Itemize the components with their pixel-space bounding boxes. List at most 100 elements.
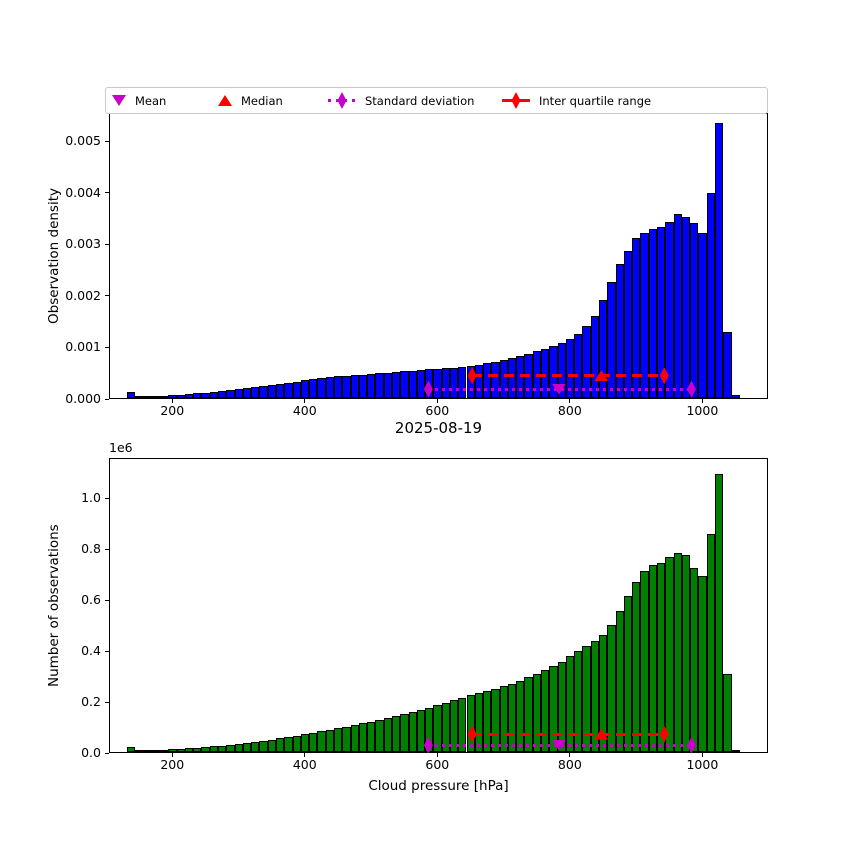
histogram-bar	[292, 735, 301, 752]
y-axis-tick	[105, 243, 109, 245]
histogram-bar	[416, 709, 426, 752]
histogram-bar	[565, 338, 575, 398]
y-tick-label: 0.003	[65, 236, 101, 252]
histogram-bar	[416, 369, 426, 398]
histogram-bar	[723, 332, 732, 398]
histogram-bar	[524, 677, 533, 752]
histogram-bar	[226, 389, 235, 398]
x-tick-label: 800	[557, 403, 582, 418]
histogram-bar	[333, 376, 343, 398]
histogram-bar	[541, 669, 550, 752]
histogram-bar	[168, 749, 177, 752]
y-axis-tick	[105, 192, 109, 194]
x-axis-tick	[304, 753, 306, 757]
histogram-bar	[623, 251, 633, 398]
histogram-bar	[267, 739, 276, 752]
histogram-bar	[673, 214, 682, 398]
histogram-bar	[209, 391, 218, 398]
histogram-bar	[623, 596, 633, 752]
histogram-bar	[449, 367, 459, 398]
histogram-bar	[458, 366, 467, 398]
x-tick-label: 800	[557, 757, 582, 772]
y-axis-tick	[105, 650, 109, 652]
histogram-bar	[507, 683, 517, 752]
histogram-bar	[242, 387, 252, 398]
histogram-bar	[449, 700, 459, 752]
histogram-bar	[317, 378, 326, 398]
mean-marker	[551, 739, 566, 751]
iqr-line	[472, 732, 665, 736]
y-axis-tick	[105, 497, 109, 499]
histogram-bar	[259, 385, 268, 398]
histogram-bar	[234, 388, 243, 398]
legend-label-median: Median	[241, 93, 283, 108]
median-marker	[594, 728, 609, 740]
histogram-bar	[657, 562, 666, 752]
y-axis-tick	[105, 599, 109, 601]
histogram-bar	[681, 554, 691, 752]
histogram-bar	[516, 680, 525, 752]
histogram-bar	[499, 686, 508, 752]
x-axis-tick	[171, 399, 173, 403]
histogram-bar	[441, 702, 450, 752]
y-tick-label: 0.0	[81, 745, 101, 760]
histogram-bar	[284, 382, 293, 398]
y-axis-tick	[105, 140, 109, 142]
histogram-bar	[549, 666, 558, 752]
histogram-bar	[151, 396, 161, 398]
std-marker-icon	[328, 92, 356, 109]
histogram-bar	[160, 749, 169, 752]
histogram-bar	[168, 395, 177, 398]
histogram-bar	[201, 392, 210, 398]
histogram-bar	[599, 300, 608, 398]
y-tick-label: 0.6	[81, 592, 101, 608]
histogram-bar	[251, 741, 260, 752]
histogram-bar	[275, 738, 285, 752]
y-tick-label: 0.2	[81, 694, 101, 709]
y-tick-label: 0.000	[65, 391, 101, 406]
histogram-bar	[193, 393, 202, 398]
histogram-bar	[391, 372, 401, 398]
histogram-bar	[259, 740, 268, 752]
histogram-bar	[342, 726, 351, 752]
legend-label-mean: Mean	[135, 93, 167, 108]
y-tick-label: 0.8	[81, 541, 101, 557]
histogram-bar	[483, 691, 492, 752]
density-histogram-axes	[109, 113, 768, 399]
mean-marker-icon	[112, 95, 126, 106]
iqr-end-marker	[659, 367, 669, 385]
histogram-bar	[135, 396, 144, 398]
histogram-bar	[383, 372, 392, 398]
histogram-bar	[557, 342, 566, 398]
top-y-axis-label: Observation density	[46, 188, 62, 324]
histogram-bar	[723, 673, 732, 752]
histogram-bar	[706, 534, 715, 752]
histogram-bar	[466, 695, 475, 752]
histogram-bar	[549, 345, 558, 398]
std-deviation-end-marker	[423, 736, 433, 754]
histogram-bar	[292, 381, 301, 398]
histogram-bar	[309, 379, 318, 398]
histogram-bar	[433, 368, 442, 398]
histogram-bar	[300, 734, 310, 752]
histogram-bar	[367, 374, 376, 398]
x-tick-label: 200	[160, 403, 185, 418]
legend-item-mean: Mean	[112, 88, 166, 113]
histogram-bar	[300, 380, 310, 398]
histogram-bar	[673, 553, 682, 752]
histogram-bar	[234, 743, 243, 752]
histogram-bar	[607, 282, 616, 398]
histogram-bar	[400, 371, 409, 398]
histogram-bar	[226, 744, 235, 752]
median-marker	[594, 370, 609, 382]
y-axis-tick	[105, 295, 109, 297]
histogram-bar	[690, 222, 699, 398]
histogram-bar	[565, 656, 575, 752]
x-axis-tick	[171, 753, 173, 757]
legend-label-std: Standard deviation	[365, 93, 475, 108]
y-tick-label: 0.001	[65, 339, 101, 355]
y-tick-label: 1.0	[81, 490, 101, 506]
iqr-end-marker	[467, 367, 477, 385]
legend: Mean Median Standard deviation Inter qua…	[105, 87, 768, 114]
histogram-bar	[242, 742, 252, 752]
